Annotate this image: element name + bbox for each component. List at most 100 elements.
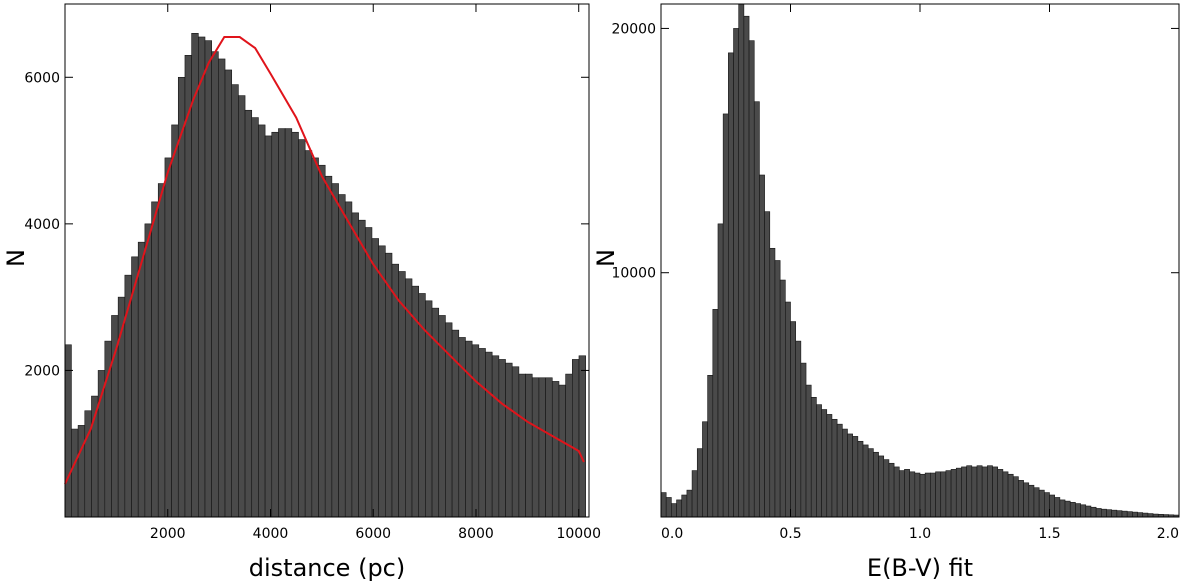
distance-bar-27 (244, 109, 253, 518)
ebv-bar-70 (1023, 482, 1030, 518)
ebv-bar-17 (748, 40, 755, 518)
distance-bar-21 (204, 40, 212, 518)
ebv-bar-14 (733, 28, 740, 518)
ebv-bar-1 (665, 497, 672, 518)
ebv-bar-23 (779, 279, 786, 518)
ebv-bar-41 (873, 451, 879, 518)
ebv-bar-9 (707, 375, 714, 518)
ebv-bar-63 (987, 465, 993, 518)
distance-y-axis-label: N (2, 249, 30, 267)
distance-bar-73 (551, 381, 560, 518)
ebv-bar-89 (1121, 510, 1128, 518)
distance-bar-38 (318, 164, 326, 518)
ebv-x-tick-label-3: 1.5 (1038, 526, 1060, 542)
ebv-bar-30 (816, 404, 822, 518)
distance-y-tick-label-0: 2000 (24, 363, 60, 379)
distance-bar-60 (465, 340, 473, 518)
ebv-bar-16 (743, 15, 750, 518)
distance-bar-14 (157, 183, 166, 518)
ebv-bar-18 (753, 101, 760, 518)
ebv-bar-53 (935, 471, 942, 518)
ebv-bar-88 (1116, 510, 1123, 518)
ebv-bar-39 (862, 444, 869, 518)
distance-bar-23 (218, 58, 226, 518)
distance-bar-22 (211, 51, 219, 518)
ebv-x-tick-label-2: 1.0 (909, 526, 931, 542)
distance-bar-47 (378, 245, 386, 518)
ebv-bar-58 (961, 466, 967, 518)
distance-bar-41 (338, 194, 346, 518)
ebv-bar-64 (992, 466, 999, 518)
distance-bar-46 (371, 238, 379, 518)
distance-bar-15 (164, 157, 172, 518)
ebv-bar-37 (852, 436, 859, 518)
ebv-bar-90 (1126, 511, 1133, 518)
distance-y-tick-label-1: 4000 (24, 217, 60, 233)
ebv-bar-50 (919, 473, 926, 518)
ebv-bar-36 (847, 433, 853, 518)
distance-bar-12 (144, 223, 152, 518)
ebv-bar-51 (924, 472, 931, 518)
distance-bar-69 (525, 373, 533, 518)
distance-bar-66 (505, 362, 513, 518)
distance-bar-31 (271, 131, 279, 518)
ebv-bar-76 (1054, 497, 1061, 518)
ebv-bar-12 (722, 113, 729, 518)
ebv-bar-45 (893, 466, 900, 518)
ebv-bar-38 (857, 440, 864, 518)
ebv-bar-42 (878, 455, 885, 518)
ebv-x-tick-label-0: 0.0 (661, 526, 683, 542)
ebv-bar-47 (904, 469, 910, 518)
ebv-bar-71 (1028, 484, 1035, 518)
distance-x-tick-label-2: 6000 (355, 526, 391, 542)
ebv-bar-4 (681, 494, 688, 518)
ebv-bar-34 (836, 423, 843, 518)
ebv-bar-80 (1075, 503, 1081, 518)
distance-bar-1 (71, 428, 79, 518)
ebv-bar-87 (1111, 509, 1118, 518)
ebv-axis-ticks: 0.0 0.5 1.0 1.5 2.0 10000 20000 (611, 4, 1180, 542)
ebv-y-tick-label-0: 10000 (611, 266, 656, 282)
distance-bar-67 (511, 366, 520, 518)
ebv-bar-32 (826, 414, 833, 518)
ebv-bar-31 (821, 409, 828, 518)
ebv-bar-21 (769, 247, 776, 518)
ebv-bar-62 (981, 466, 988, 518)
ebv-bar-5 (686, 489, 693, 518)
ebv-bar-65 (997, 469, 1004, 518)
distance-bar-16 (171, 124, 179, 518)
distance-axis-ticks: 2000 4000 6000 8000 10000 2000 4000 6000 (24, 4, 601, 542)
ebv-bar-48 (909, 471, 916, 518)
distance-bar-39 (324, 175, 333, 518)
distance-bar-68 (518, 373, 526, 518)
distance-bar-77 (578, 355, 586, 518)
distance-x-tick-label-1: 4000 (253, 526, 289, 542)
distance-bar-32 (278, 128, 286, 518)
distance-bar-40 (331, 183, 339, 518)
distance-y-tick-label-2: 6000 (24, 70, 60, 86)
ebv-bar-56 (950, 469, 957, 518)
distance-bar-44 (358, 219, 366, 518)
ebv-bar-84 (1095, 508, 1102, 518)
distance-histogram-panel: 2000 4000 6000 8000 10000 2000 4000 6000 distan… (2, 3, 601, 582)
ebv-bar-54 (940, 471, 947, 518)
ebv-y-axis-label: N (592, 249, 620, 267)
distance-bar-71 (538, 377, 546, 518)
ebv-bar-0 (660, 492, 667, 518)
distance-bar-29 (258, 124, 266, 518)
ebv-bar-52 (930, 472, 936, 518)
distance-plot-frame (64, 3, 590, 518)
distance-bar-61 (471, 344, 480, 518)
distance-x-tick-label-3: 8000 (458, 526, 494, 542)
ebv-bar-69 (1018, 480, 1024, 518)
ebv-bar-86 (1106, 509, 1112, 518)
distance-bar-49 (391, 263, 399, 518)
ebv-bar-66 (1002, 471, 1009, 518)
ebv-bar-8 (702, 421, 708, 518)
ebv-bar-61 (976, 465, 983, 518)
distance-bar-63 (485, 351, 493, 518)
distance-bar-74 (558, 384, 566, 518)
distance-bar-43 (351, 212, 359, 518)
ebv-bar-2 (671, 503, 677, 518)
